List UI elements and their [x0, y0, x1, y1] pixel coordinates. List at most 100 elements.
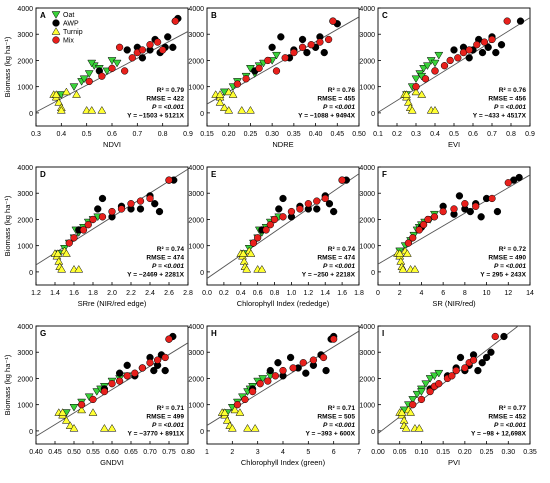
point-turnip	[401, 423, 411, 432]
point-mix	[165, 335, 173, 343]
point-mix	[65, 239, 73, 247]
point-awp	[161, 366, 169, 375]
point-awp	[268, 43, 276, 51]
point-mix	[446, 56, 454, 65]
y-axis-label: Biomass (kg ha⁻¹)	[3, 36, 12, 97]
x-tick-label: 2.4	[145, 290, 155, 297]
point-mix	[324, 35, 333, 44]
point-turnip	[237, 105, 247, 114]
x-tick-label: 0.2	[392, 131, 402, 138]
point-mix	[424, 215, 432, 224]
point-awp	[164, 33, 172, 41]
x-tick-label: 5	[306, 449, 310, 456]
point-mix	[319, 353, 328, 362]
panel-g: 0 1000 2000 3000 4000 0.40 0.45 0.50 0.55 0.60 0.6…	[3, 324, 195, 467]
point-mix	[248, 387, 257, 396]
point-mix	[85, 77, 93, 86]
point-awp	[492, 48, 500, 57]
stats-line: RMSE = 474	[317, 255, 355, 262]
point-mix	[461, 200, 469, 208]
x-tick-label: 0.65	[124, 449, 138, 456]
point-awp	[150, 366, 158, 375]
point-mix	[430, 213, 439, 221]
point-turnip	[61, 87, 71, 96]
point-awp	[465, 54, 473, 62]
point-turnip	[74, 264, 84, 273]
point-turnip	[395, 249, 405, 257]
point-turnip	[235, 408, 245, 416]
legend-label: Mix	[63, 38, 74, 45]
x-tick-label: 0.1	[373, 131, 383, 138]
point-mix	[52, 36, 60, 44]
point-mix	[233, 401, 242, 409]
point-turnip	[406, 408, 416, 416]
stats-line: Y = −3770 + 8911X	[127, 431, 184, 438]
stats-line: R² = 0.74	[157, 246, 185, 253]
x-tick-label: 2.0	[107, 290, 117, 297]
panel-b: 0 1000 2000 3000 4000 0.15 0.20 0.25 0.30 0.35 0.4…	[188, 6, 365, 149]
stats-line: R² = 0.77	[499, 405, 527, 412]
x-tick-label: 1	[205, 449, 209, 456]
point-turnip	[238, 249, 248, 257]
point-oat	[416, 388, 426, 396]
point-mix	[452, 366, 460, 375]
y-tick-label: 3000	[17, 32, 33, 39]
point-mix	[304, 200, 312, 208]
point-awp	[313, 205, 321, 213]
x-tick-label: 0.50	[67, 449, 81, 456]
point-awp	[138, 54, 147, 62]
point-mix	[480, 38, 489, 46]
x-tick-label: 0.4	[56, 131, 66, 138]
x-axis-label: Chlorophyll Index (green)	[241, 458, 326, 467]
x-tick-label: 0.2	[219, 290, 229, 297]
x-tick-label: 0.80	[181, 449, 195, 456]
y-tick-label: 0	[29, 111, 33, 118]
point-turnip	[57, 264, 67, 273]
x-tick-label: 10	[483, 290, 491, 297]
point-turnip	[245, 105, 255, 114]
point-awp	[493, 207, 502, 216]
point-mix	[266, 221, 274, 229]
point-mix	[409, 234, 417, 242]
point-mix	[84, 221, 92, 229]
point-awp	[455, 192, 464, 200]
x-tick-label: 0.25	[480, 449, 494, 456]
panel-i: 0 1000 2000 3000 4000 0.00 0.05 0.10 0.15 0.20 0.2…	[359, 324, 536, 467]
point-mix	[472, 202, 480, 210]
x-tick-label: 2.2	[126, 290, 136, 297]
x-tick-label: 0.35	[287, 131, 301, 138]
point-turnip	[227, 423, 237, 432]
point-mix	[412, 83, 420, 91]
stats-line: P = <0.001	[152, 104, 184, 111]
point-mix	[298, 43, 307, 51]
point-oat	[434, 369, 444, 378]
y-tick-label: 1000	[188, 85, 204, 92]
x-axis-label: EVI	[448, 140, 460, 149]
y-tick-label: 4000	[359, 6, 375, 13]
stats-line: P = <0.001	[494, 104, 526, 111]
stats-line: RMSE = 474	[146, 255, 184, 262]
stats-line: R² = 0.71	[328, 405, 356, 412]
point-turnip	[65, 421, 75, 429]
point-awp	[478, 48, 487, 57]
point-mix	[115, 43, 124, 51]
x-tick-label: 0.7	[487, 131, 497, 138]
point-turnip	[58, 408, 68, 416]
point-mix	[242, 75, 250, 83]
point-awp	[477, 213, 485, 221]
y-tick-label: 3000	[359, 32, 375, 39]
point-oat	[419, 65, 429, 73]
point-mix	[473, 41, 481, 49]
point-mix	[491, 332, 499, 341]
point-oat	[112, 59, 122, 68]
point-awp	[277, 33, 285, 41]
point-turnip	[220, 408, 230, 416]
point-mix	[421, 75, 430, 83]
point-mix	[79, 226, 88, 234]
point-oat	[69, 404, 79, 412]
point-mix	[426, 387, 434, 396]
stats-line: RMSE = 499	[146, 414, 184, 421]
x-tick-label: 0.0	[202, 290, 212, 297]
point-mix	[439, 207, 447, 216]
x-tick-label: 0.40	[309, 131, 323, 138]
